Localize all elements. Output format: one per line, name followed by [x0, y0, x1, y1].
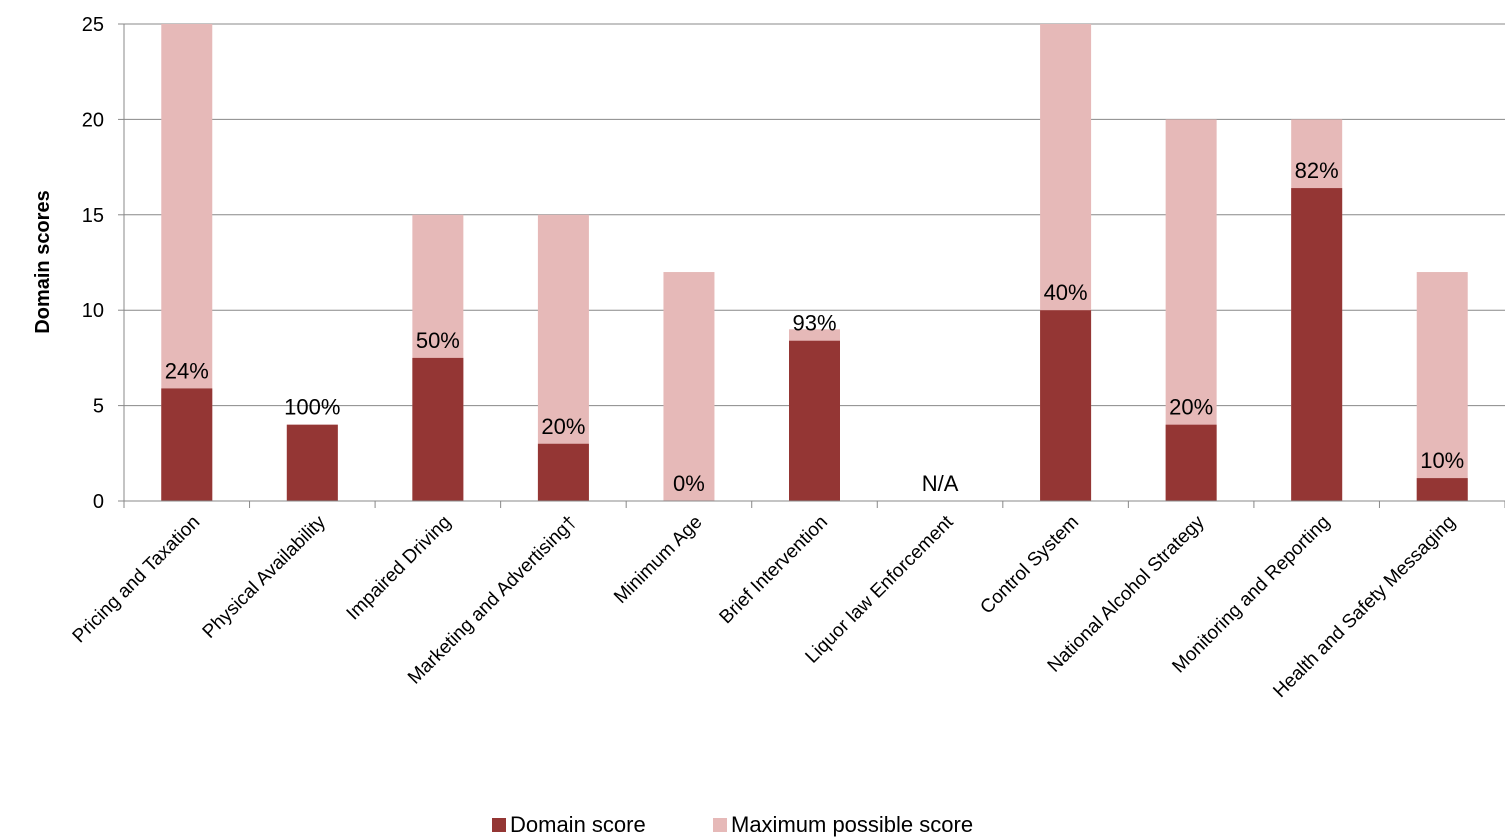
x-tick-label: Physical Availability: [199, 511, 330, 642]
legend-label: Maximum possible score: [731, 812, 973, 837]
bar: [1165, 424, 1217, 501]
annotation: 24%: [165, 358, 209, 383]
x-tick-label: Control System: [976, 512, 1083, 619]
annotation: N/A: [922, 471, 959, 496]
bar: [789, 340, 840, 501]
y-tick-label: 0: [93, 491, 104, 513]
bar: [412, 357, 464, 501]
y-tick-label: 15: [82, 205, 104, 227]
annotation: 93%: [792, 311, 836, 336]
y-tick-label: 20: [82, 109, 104, 131]
bar: [663, 272, 715, 501]
bar: [1040, 310, 1092, 501]
bar: [537, 443, 589, 501]
annotation: 100%: [284, 395, 340, 420]
x-tick-label: Pricing and Taxation: [69, 512, 205, 648]
x-tick-label: Impaired Driving: [343, 512, 456, 625]
bar: [1416, 478, 1468, 501]
annotation: 20%: [1169, 395, 1213, 420]
y-tick-label: 25: [82, 14, 104, 36]
annotation: 82%: [1295, 158, 1339, 183]
x-tick-label: Liquor law Enforcement: [802, 511, 958, 667]
bar: [286, 424, 338, 501]
annotation: 20%: [541, 414, 585, 439]
legend-swatch: [492, 818, 506, 832]
legend-label: Domain score: [510, 812, 646, 837]
bar: [161, 388, 213, 501]
bar: [1416, 272, 1468, 501]
annotation: 40%: [1044, 280, 1088, 305]
annotation: 50%: [416, 328, 460, 353]
y-tick-label: 5: [93, 396, 104, 418]
y-tick-label: 10: [82, 300, 104, 322]
legend-swatch: [713, 818, 727, 832]
y-axis-label: Domain scores: [32, 190, 54, 333]
annotation: 0%: [673, 471, 705, 496]
annotation: 10%: [1420, 448, 1464, 473]
x-tick-label: Minimum Age: [610, 512, 706, 608]
bar: [1291, 188, 1343, 501]
x-tick-label: Brief Intervention: [716, 512, 832, 628]
